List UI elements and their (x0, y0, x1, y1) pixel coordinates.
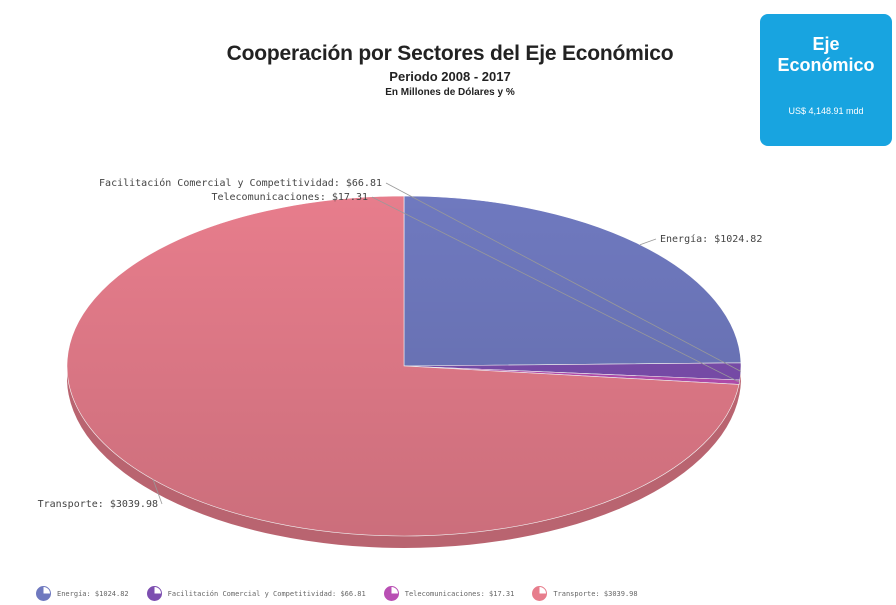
chart-title-block: Cooperación por Sectores del Eje Económi… (170, 42, 730, 98)
legend-pie-icon (383, 586, 399, 601)
pie-chart: Energía: $1024.82 Facilitación Comercial … (38, 177, 763, 548)
legend-pie-icon (146, 586, 162, 601)
pie-data-label-3: Telecomunicaciones: $17.31 (211, 192, 368, 203)
pie-data-label-1: Energía: $1024.82 (660, 233, 762, 245)
pie-slices (66, 195, 742, 537)
badge-total: US$ 4,148.91 mdd (788, 106, 864, 116)
chart-subtitle: Periodo 2008 - 2017 (389, 69, 511, 84)
pie-data-label-2: Facilitación Comercial y Competitividad:… (99, 177, 382, 189)
pie-slice-1[interactable] (403, 195, 742, 367)
chart-title: Cooperación por Sectores del Eje Económi… (226, 42, 674, 65)
chart-unit: En Millones de Dólares y % (385, 87, 515, 98)
legend-pie-icon (36, 586, 51, 601)
legend-label: Transporte: $3039.98 (553, 589, 638, 598)
pie-label-connector-2 (385, 182, 741, 372)
legend-label: Facilitación Comercial y Competitividad:… (167, 589, 366, 598)
badge-line1: Eje (812, 34, 840, 54)
pie-labels: Energía: $1024.82 Facilitación Comercial … (38, 177, 763, 510)
chart-legend: Energía: $1024.82 Facilitación Comercial … (36, 586, 876, 601)
badge-line2: Económico (777, 55, 875, 75)
pie-label-connector-4 (152, 479, 163, 505)
legend-item-4[interactable]: Transporte: $3039.98 (532, 586, 638, 601)
eje-economico-badge: Eje Económico US$ 4,148.91 mdd (760, 14, 892, 146)
pie-label-connector-3 (371, 196, 740, 383)
legend-pie-icon (532, 586, 548, 601)
legend-label: Telecomunicaciones: $17.31 (404, 589, 515, 598)
legend-item-1[interactable]: Energía: $1024.82 (36, 586, 129, 601)
legend-label: Energía: $1024.82 (57, 589, 129, 598)
pie-data-label-4: Transporte: $3039.98 (38, 499, 158, 510)
legend-item-3[interactable]: Telecomunicaciones: $17.31 (383, 586, 515, 601)
pie-label-connector-1 (639, 238, 657, 246)
legend-item-2[interactable]: Facilitación Comercial y Competitividad:… (146, 586, 366, 601)
